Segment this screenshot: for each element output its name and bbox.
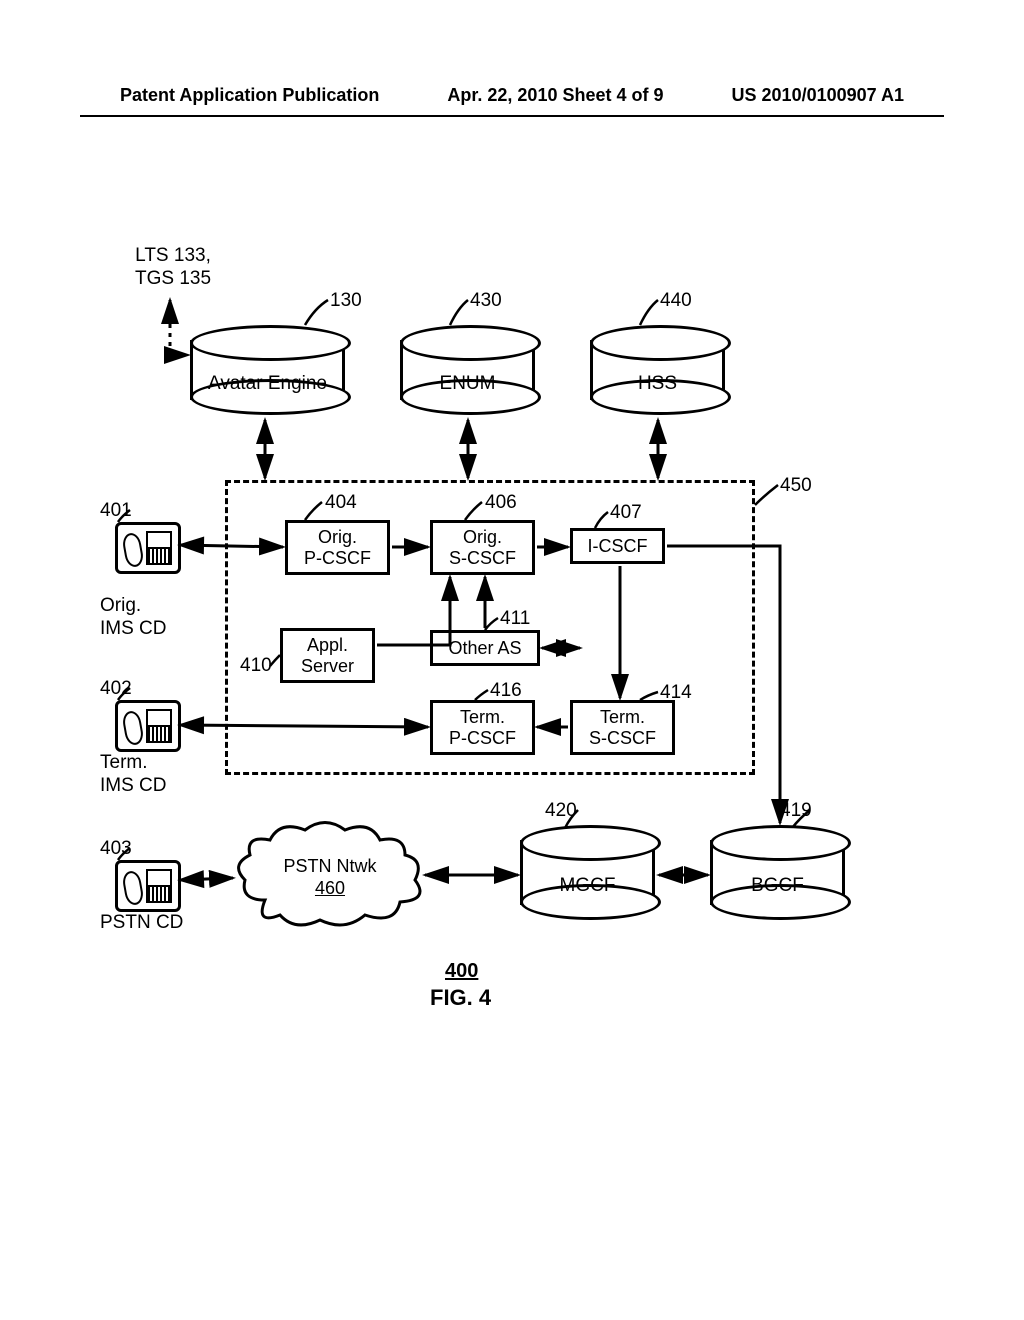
term-ims-cd-label: Term. IMS CD xyxy=(100,752,167,798)
ref-440: 440 xyxy=(660,290,692,312)
figure-label: FIG. 4 xyxy=(430,985,491,1011)
hss-label: HSS xyxy=(590,373,725,395)
ref-404: 404 xyxy=(325,492,357,514)
appl-server-box: Appl. Server xyxy=(280,628,375,683)
hss-cylinder: HSS xyxy=(590,325,725,415)
cloud-num: 460 xyxy=(235,878,425,899)
mgcf-label: MGCF xyxy=(520,875,655,897)
avatar-engine-label: Avatar Engine xyxy=(190,373,345,395)
ref-411: 411 xyxy=(500,608,530,630)
pstn-cd-device xyxy=(115,860,181,912)
ref-403: 403 xyxy=(100,838,132,860)
avatar-engine-cylinder: Avatar Engine xyxy=(190,325,345,415)
orig-p-cscf-box: Orig. P-CSCF xyxy=(285,520,390,575)
enum-label: ENUM xyxy=(400,373,535,395)
bgcf-cylinder: BGCF xyxy=(710,825,845,920)
cloud-label: PSTN Ntwk xyxy=(235,856,425,877)
header-right: US 2010/0100907 A1 xyxy=(732,85,904,106)
other-as-box: Other AS xyxy=(430,630,540,666)
ref-450: 450 xyxy=(780,475,812,497)
bgcf-label: BGCF xyxy=(710,875,845,897)
ref-416: 416 xyxy=(490,680,522,702)
ref-406: 406 xyxy=(485,492,517,514)
ref-407: 407 xyxy=(610,502,642,524)
ref-419: 419 xyxy=(780,800,812,822)
lts-tgs-label: LTS 133, TGS 135 xyxy=(135,245,211,291)
i-cscf-box: I-CSCF xyxy=(570,528,665,564)
ref-401: 401 xyxy=(100,500,132,522)
term-s-cscf-box: Term. S-CSCF xyxy=(570,700,675,755)
figure-number: 400 xyxy=(445,960,478,983)
ref-402: 402 xyxy=(100,678,132,700)
ref-430: 430 xyxy=(470,290,502,312)
term-p-cscf-box: Term. P-CSCF xyxy=(430,700,535,755)
header-center: Apr. 22, 2010 Sheet 4 of 9 xyxy=(447,85,663,106)
header-left: Patent Application Publication xyxy=(120,85,379,106)
ref-130: 130 xyxy=(330,290,362,312)
ref-420: 420 xyxy=(545,800,577,822)
orig-ims-cd-device xyxy=(115,522,181,574)
orig-ims-cd-label: Orig. IMS CD xyxy=(100,595,167,641)
ref-410: 410 xyxy=(240,655,272,677)
enum-cylinder: ENUM xyxy=(400,325,535,415)
diagram-area: LTS 133, TGS 135 Avatar Engine 130 ENUM … xyxy=(100,240,920,1060)
pstn-cd-label: PSTN CD xyxy=(100,912,183,934)
pstn-network-cloud: PSTN Ntwk 460 xyxy=(235,820,425,930)
mgcf-cylinder: MGCF xyxy=(520,825,655,920)
orig-s-cscf-box: Orig. S-CSCF xyxy=(430,520,535,575)
term-ims-cd-device xyxy=(115,700,181,752)
header-divider xyxy=(80,115,944,117)
